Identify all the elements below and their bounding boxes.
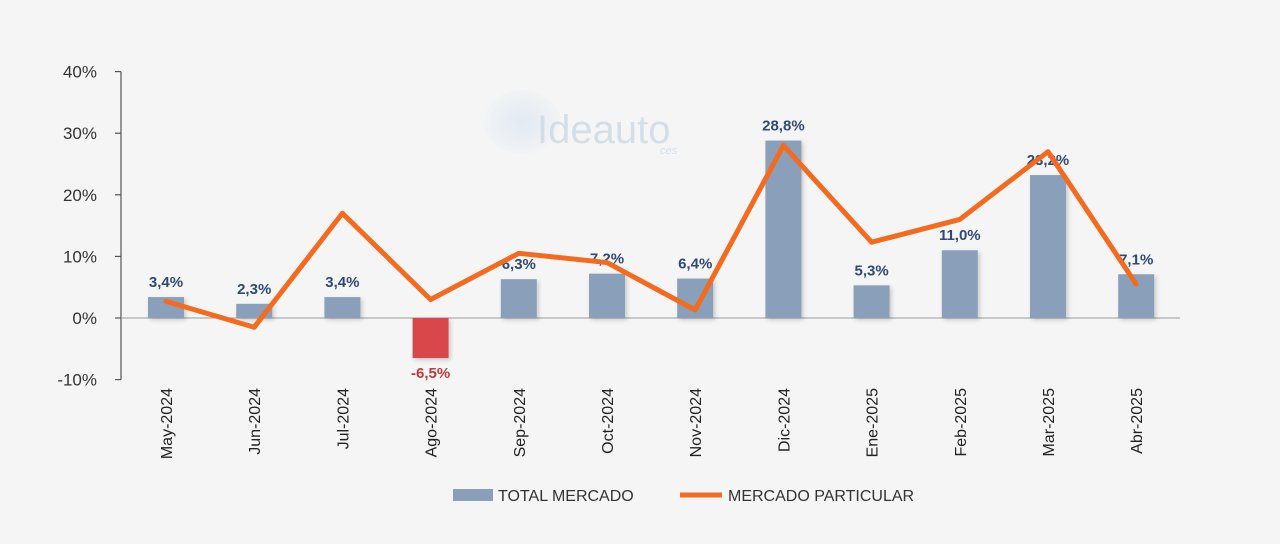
x-category-label: Nov-2024 bbox=[688, 388, 705, 457]
x-category-label: Oct-2024 bbox=[600, 388, 617, 454]
legend-label-total-mercado: TOTAL MERCADO bbox=[498, 488, 634, 505]
x-category-label: Ago-2024 bbox=[424, 388, 441, 457]
x-category-label: Abr-2025 bbox=[1129, 388, 1146, 454]
watermark-text: Ideauto bbox=[537, 108, 670, 152]
x-category-label: May-2024 bbox=[159, 388, 176, 459]
bar-data-label: 6,4% bbox=[678, 256, 712, 273]
bar-series-total-mercado bbox=[148, 140, 1155, 359]
y-tick-label: 0% bbox=[72, 309, 97, 328]
line-mercado-particular bbox=[163, 143, 1139, 330]
category-labels: May-2024 Jun-2024 Jul-2024 Ago-2024 Sep-2024… bbox=[159, 388, 1146, 459]
bar-total-mercado bbox=[324, 297, 361, 318]
bar-data-label: 11,0% bbox=[939, 227, 981, 244]
x-category-label: Dic-2024 bbox=[776, 388, 793, 452]
bar-data-label: 7,1% bbox=[1119, 251, 1153, 268]
bar-total-mercado bbox=[941, 250, 978, 318]
x-category-label: Feb-2025 bbox=[953, 388, 970, 457]
bar-data-label: 3,4% bbox=[149, 274, 183, 291]
bar-data-label: 2,3% bbox=[237, 281, 271, 298]
y-tick-label: 10% bbox=[63, 247, 97, 266]
y-tick-label: 20% bbox=[63, 186, 97, 205]
bar-data-label: 28,8% bbox=[762, 118, 805, 135]
x-category-label: Ene-2025 bbox=[865, 388, 882, 457]
bar-total-mercado bbox=[500, 279, 537, 318]
bar-data-label: -6,5% bbox=[411, 365, 450, 382]
bar-total-mercado bbox=[1030, 175, 1066, 318]
x-category-label: Sep-2024 bbox=[512, 388, 529, 457]
legend-label-mercado-particular: MERCADO PARTICULAR bbox=[728, 488, 914, 505]
watermark-subtext: ces bbox=[660, 145, 678, 157]
bar-total-mercado bbox=[589, 273, 625, 318]
y-tick-label: 30% bbox=[63, 124, 97, 143]
bar-total-mercado bbox=[412, 318, 449, 359]
y-tick-label: -10% bbox=[57, 371, 97, 390]
chart-axes: 40% 30% 20% 10% 0% -10% bbox=[57, 63, 1180, 390]
x-category-label: Jul-2024 bbox=[335, 388, 352, 449]
bar-data-label: 5,3% bbox=[854, 262, 888, 279]
watermark-logo: Ideauto ces bbox=[484, 90, 678, 157]
legend-swatch-total-mercado bbox=[453, 489, 493, 501]
bar-data-labels: 3,4% 2,3% 3,4%-6,5%6,3% 7,2% 6,4%28,8%5,3%11… bbox=[149, 118, 1153, 382]
watermark-circle bbox=[484, 90, 560, 154]
bar-data-label: 3,4% bbox=[325, 274, 359, 291]
y-tick-label: 40% bbox=[63, 63, 97, 82]
x-category-label: Jun-2024 bbox=[247, 388, 264, 455]
x-category-label: Mar-2025 bbox=[1041, 388, 1058, 457]
bar-total-mercado bbox=[853, 285, 890, 318]
legend: TOTAL MERCADO MERCADO PARTICULAR bbox=[453, 488, 914, 505]
line-series-mercado-particular bbox=[163, 143, 1139, 330]
